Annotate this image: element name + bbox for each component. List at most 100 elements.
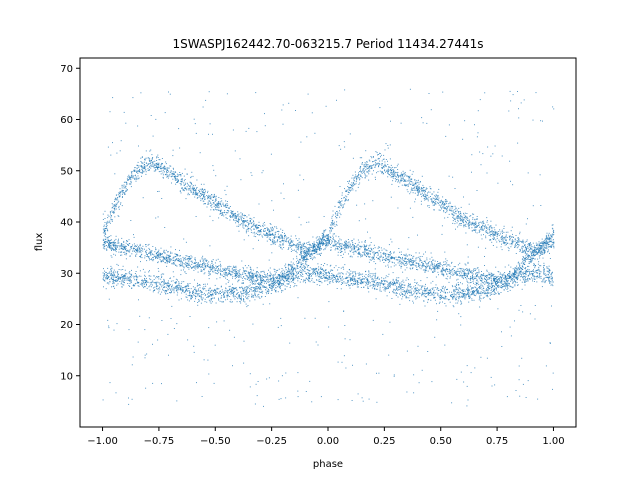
data-point [163,250,165,252]
data-point [445,269,447,271]
data-point [386,256,388,258]
data-point [150,162,151,164]
data-point [496,231,498,233]
data-point [249,222,251,224]
data-point [275,226,277,228]
data-point [106,249,107,251]
data-point [544,238,546,240]
data-point [437,195,439,197]
data-point [319,242,321,244]
data-point [150,250,152,252]
data-point [158,257,160,259]
data-point [417,185,419,187]
data-point [452,273,454,275]
data-point [149,158,151,160]
data-point [151,258,153,260]
data-point [269,233,271,235]
data-point [378,166,379,168]
data-point [147,254,148,256]
data-point [299,259,301,261]
data-point [246,267,248,269]
data-point [314,250,316,252]
data-point [257,279,259,281]
data-point [256,271,258,273]
data-point [460,214,462,216]
data-point [380,252,382,254]
data-point [405,185,407,187]
data-point [413,187,415,189]
data-point [517,242,518,244]
data-point [156,163,158,165]
data-point [552,243,554,245]
data-point [501,236,503,238]
data-point [369,166,371,168]
data-point [232,277,233,279]
data-point [111,203,113,205]
data-point [122,251,124,253]
data-point [325,243,327,245]
data-point [200,270,202,272]
data-point [465,232,467,234]
data-point [344,203,346,205]
data-point [440,269,442,271]
data-point [430,196,431,197]
data-point [186,259,188,261]
data-point [279,238,281,240]
data-point [466,273,468,275]
data-point [203,258,205,260]
data-point [212,265,213,267]
data-point [226,209,228,211]
data-point [365,248,367,250]
data-point [334,205,336,207]
data-point [307,249,309,251]
data-point [259,274,261,276]
data-point [491,231,493,233]
data-point [196,197,198,199]
data-point [443,207,445,209]
data-point [463,224,465,226]
data-point [518,239,520,241]
data-point [478,272,480,274]
data-point [232,275,234,277]
data-point [541,250,543,252]
data-point [384,163,386,165]
data-point [368,166,370,168]
data-point [521,265,523,267]
data-point [158,167,160,168]
data-point [183,258,185,260]
data-point [128,244,129,246]
data-point [321,248,322,250]
data-point [419,181,421,183]
data-point [290,238,292,240]
data-point [262,236,264,238]
data-point [170,170,172,172]
data-point [464,216,466,218]
data-point [189,258,191,260]
data-point [391,169,393,171]
data-point [255,236,257,238]
data-point [107,236,109,238]
data-point [395,256,397,258]
data-point [525,267,527,268]
data-point [252,278,254,280]
data-point [114,208,116,210]
data-point [431,263,433,265]
data-point [390,252,392,254]
data-point [282,283,284,285]
data-point [320,252,322,254]
data-point [452,213,454,215]
data-point [515,268,517,270]
data-point [401,179,403,181]
data-point [516,265,518,267]
data-point [211,194,213,196]
data-point [197,197,199,198]
data-point [438,268,440,269]
data-point [305,250,307,252]
data-point [411,189,413,191]
data-point [218,202,220,204]
data-point [511,280,513,282]
data-point [379,258,381,260]
data-point [424,192,426,194]
data-point [342,204,344,206]
data-point [306,260,308,262]
